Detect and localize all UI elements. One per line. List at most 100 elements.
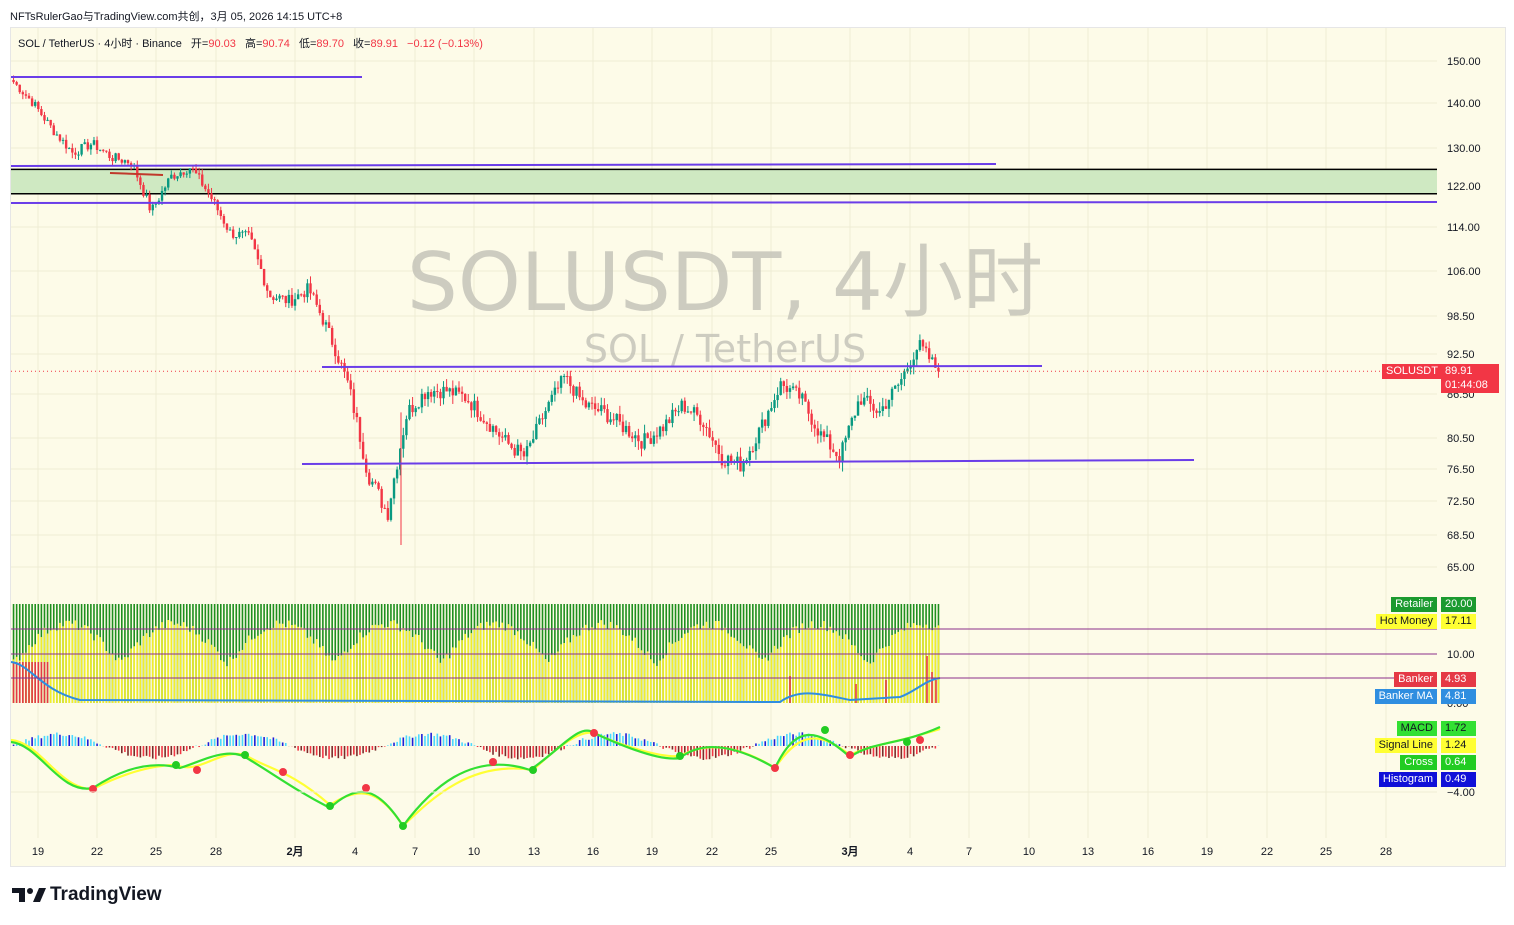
candle-body xyxy=(528,442,532,447)
x-tick-label: 7 xyxy=(966,846,972,858)
indicator-badge-value: 4.81 xyxy=(1441,689,1476,704)
candle-body xyxy=(695,407,699,415)
candle-body xyxy=(470,402,473,411)
candle-body xyxy=(371,481,374,485)
legend-high-label: 高= xyxy=(244,38,263,50)
indicator-badge-label: Banker MA xyxy=(1374,689,1437,704)
candle-body xyxy=(194,168,198,174)
candle-body xyxy=(887,399,891,409)
candle-body xyxy=(770,408,773,411)
candle-body xyxy=(136,165,139,178)
cross-dot xyxy=(489,758,497,766)
candle-body xyxy=(231,229,235,238)
candle-body xyxy=(167,178,170,188)
candle-body xyxy=(624,425,628,433)
candle-body xyxy=(244,231,247,233)
indicator-badge-value: 0.64 xyxy=(1441,755,1476,770)
candle-body xyxy=(544,411,547,419)
candle-body xyxy=(266,285,269,291)
candle-body xyxy=(151,204,154,211)
candle-body xyxy=(463,393,467,402)
candle-body xyxy=(767,410,770,426)
candle-body xyxy=(699,414,702,425)
candle-body xyxy=(875,410,878,413)
candle-body xyxy=(426,392,430,400)
macd-line xyxy=(10,725,941,828)
candle-body xyxy=(386,508,390,520)
candle-body xyxy=(764,419,767,426)
candle-body xyxy=(612,419,615,421)
candle-body xyxy=(742,462,745,472)
candle-body xyxy=(714,440,717,445)
candle-body xyxy=(327,322,331,329)
candle-body xyxy=(142,184,145,196)
x-tick-label: 19 xyxy=(32,846,44,858)
candle-body xyxy=(176,176,179,179)
candle-body xyxy=(228,229,232,231)
y-tick-label: 80.50 xyxy=(1447,433,1475,445)
legend-low: 89.70 xyxy=(316,38,344,50)
candle-body xyxy=(621,421,625,433)
symbol-legend[interactable]: SOL / TetherUS · 4小时 · Binance 开=90.03 高… xyxy=(18,35,483,51)
candle-body xyxy=(201,174,204,186)
candle-body xyxy=(513,447,516,456)
candle-body xyxy=(55,134,59,136)
candle-body xyxy=(89,144,93,150)
chart-frame[interactable] xyxy=(10,27,1506,867)
candle-body xyxy=(603,405,606,410)
candle-body xyxy=(420,393,424,408)
candle-body xyxy=(498,432,501,437)
candle-body xyxy=(856,401,860,416)
candle-body xyxy=(368,472,371,485)
indicator-badge-value: 1.24 xyxy=(1441,738,1476,753)
candle-body xyxy=(912,359,915,367)
cross-dot xyxy=(916,736,924,744)
candle-body xyxy=(145,194,148,196)
banker-indicator-pane xyxy=(10,604,1437,704)
candle-body xyxy=(550,394,553,402)
candle-body xyxy=(593,403,597,410)
candle-body xyxy=(361,441,365,459)
candle-body xyxy=(631,436,634,439)
candle-body xyxy=(872,403,875,411)
legend-open-label: 开= xyxy=(190,38,209,50)
candle-body xyxy=(773,400,776,409)
candle-body xyxy=(522,451,526,457)
candle-body xyxy=(15,82,18,85)
candle-body xyxy=(321,313,325,325)
candle-body xyxy=(46,119,49,121)
tradingview-logo[interactable]: TradingView xyxy=(12,884,162,906)
candle-body xyxy=(392,478,396,499)
y-tick-label: 130.00 xyxy=(1447,143,1481,155)
y-tick-label: 65.00 xyxy=(1447,562,1475,574)
candle-body xyxy=(253,239,257,250)
candle-body xyxy=(12,79,15,83)
x-tick-label: 7 xyxy=(412,846,418,858)
banker-ma-line xyxy=(10,661,941,704)
author-header: NFTsRulerGao与TradingView.com共创，3月 05, 20… xyxy=(10,11,343,23)
candle-body xyxy=(309,283,312,294)
candle-body xyxy=(241,231,244,233)
candle-body xyxy=(324,322,328,325)
candle-body xyxy=(717,444,721,455)
candle-body xyxy=(68,148,71,150)
candle-body xyxy=(173,174,176,179)
candle-body xyxy=(170,174,173,179)
candle-body xyxy=(819,431,823,436)
candle-body xyxy=(408,404,411,420)
candle-body xyxy=(191,168,195,170)
candle-body xyxy=(250,232,253,240)
candle-body xyxy=(903,371,906,380)
x-tick-label: 13 xyxy=(1082,846,1094,858)
candle-body xyxy=(535,423,538,440)
candle-body xyxy=(841,442,844,463)
candle-body xyxy=(807,401,810,414)
price-axis: 150.00 140.00 130.00 122.00 114.00 106.00 98.5… xyxy=(1447,56,1481,799)
candle-body xyxy=(399,448,402,470)
candle-body xyxy=(204,185,207,190)
x-tick-label: 13 xyxy=(528,846,540,858)
candle-body xyxy=(318,304,321,314)
x-tick-label: 19 xyxy=(1201,846,1213,858)
candle-body xyxy=(34,102,37,106)
